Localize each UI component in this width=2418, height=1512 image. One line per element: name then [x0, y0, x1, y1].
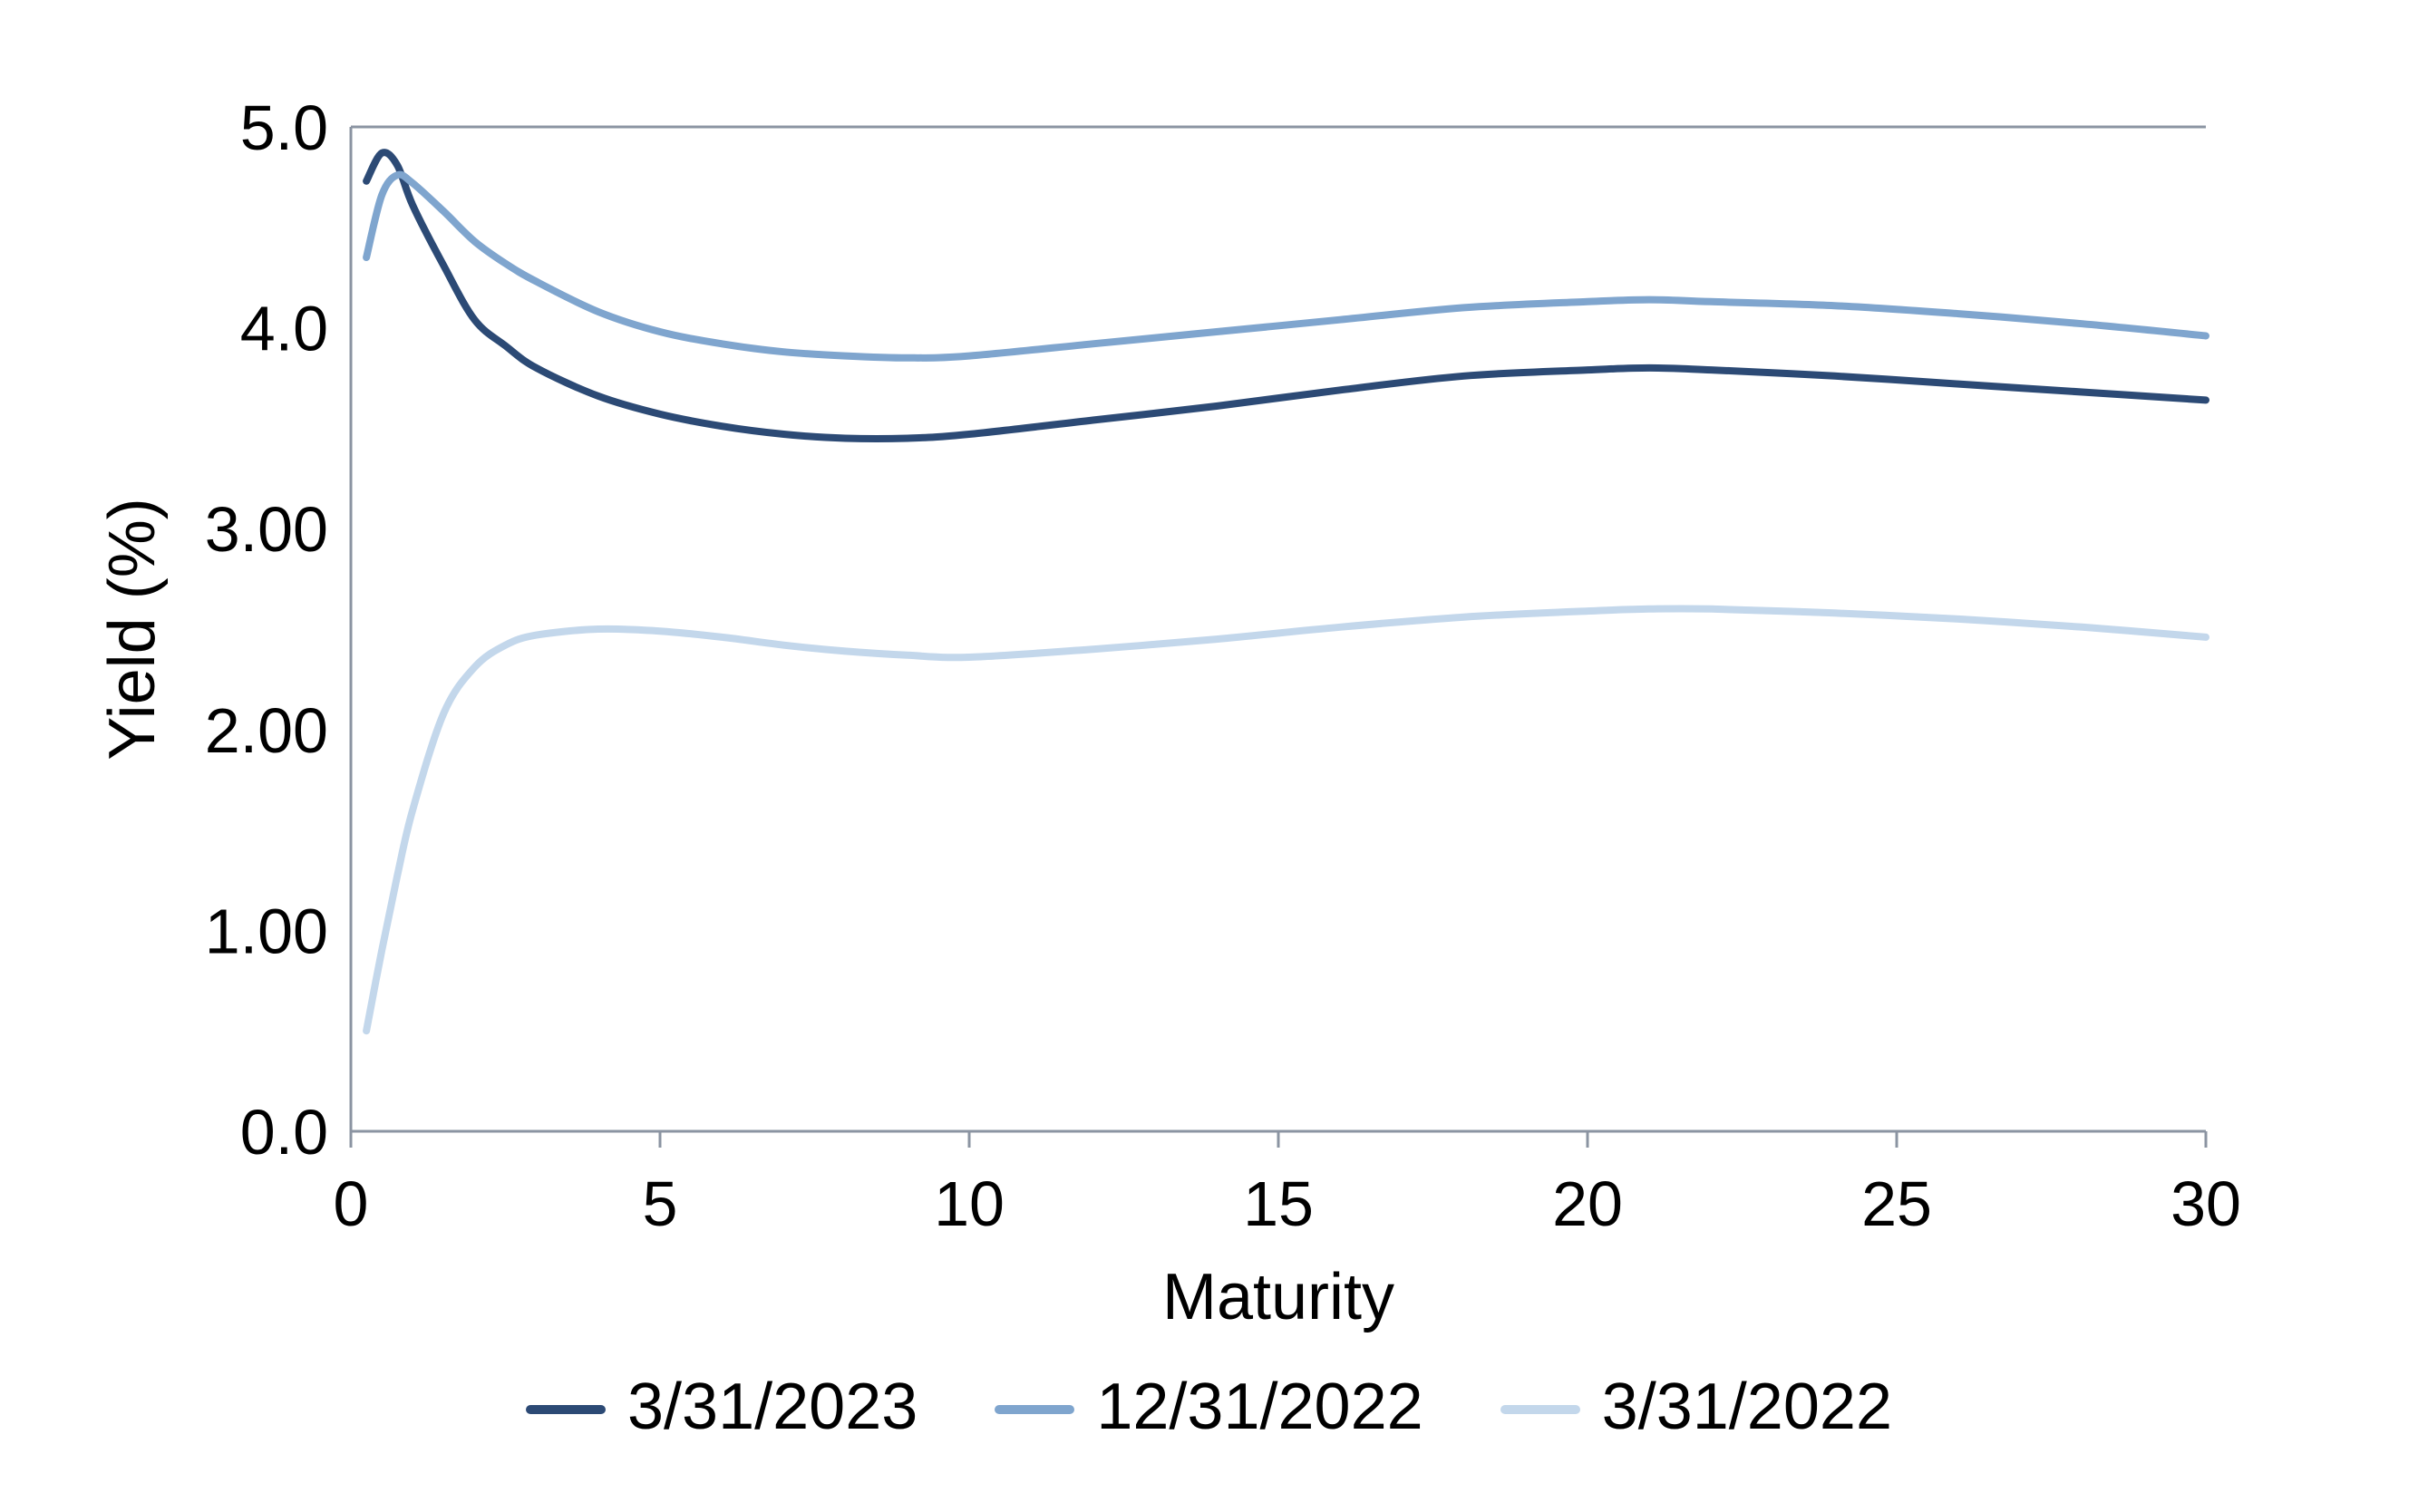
y-tick-label: 0.0 — [240, 1097, 328, 1168]
x-axis-title: Maturity — [1162, 1261, 1394, 1333]
legend: 3/31/2023 12/31/2022 3/31/2022 — [0, 1352, 2418, 1461]
axes — [349, 125, 2208, 1148]
legend-item-3-31-2022: 3/31/2022 — [1500, 1370, 1892, 1444]
legend-label: 3/31/2023 — [627, 1371, 918, 1443]
x-tick-label: 15 — [1243, 1168, 1314, 1239]
y-axis-title: Yield (%) — [96, 498, 169, 760]
tick-labels: 0.0 1.00 2.00 3.00 4.0 5.0 0 5 10 15 20 25 30 — [205, 92, 2241, 1239]
x-tick-label: 5 — [643, 1168, 678, 1239]
legend-swatch-3-31-2023 — [526, 1405, 606, 1414]
y-tick-label: 1.00 — [205, 896, 328, 966]
x-tick-label: 25 — [1861, 1168, 1932, 1239]
x-tick-label: 0 — [334, 1168, 369, 1239]
y-tick-label: 5.0 — [240, 92, 328, 163]
legend-swatch-3-31-2022 — [1500, 1405, 1580, 1414]
y-tick-label: 4.0 — [240, 294, 328, 364]
curve-3-31-2023 — [363, 149, 2209, 443]
legend-label: 12/31/2022 — [1096, 1371, 1423, 1443]
legend-item-3-31-2023: 3/31/2023 — [526, 1370, 918, 1444]
curve-12-31-2022 — [363, 170, 2209, 362]
legend-swatch-12-31-2022 — [995, 1405, 1075, 1414]
curve-3-31-2022 — [363, 605, 2209, 1035]
x-tick-label: 10 — [934, 1168, 1005, 1239]
legend-item-12-31-2022: 12/31/2022 — [995, 1370, 1423, 1444]
legend-label: 3/31/2022 — [1601, 1371, 1892, 1443]
x-tick-label: 20 — [1552, 1168, 1623, 1239]
y-tick-label: 3.00 — [205, 494, 328, 565]
curves — [363, 149, 2209, 1035]
y-tick-label: 2.00 — [205, 695, 328, 766]
x-tick-label: 30 — [2170, 1168, 2241, 1239]
